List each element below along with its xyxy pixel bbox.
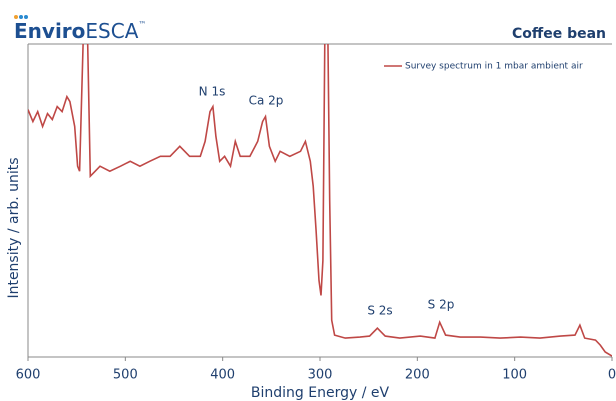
logo: EnviroESCA™ bbox=[14, 15, 146, 43]
x-tick-label: 100 bbox=[502, 368, 527, 383]
peak-annotation: S 2p bbox=[428, 298, 455, 312]
logo-dot bbox=[19, 15, 23, 19]
logo-mark: ™ bbox=[138, 20, 146, 29]
peak-annotation: N 1s bbox=[199, 85, 226, 99]
x-axis-label: Binding Energy / eV bbox=[251, 385, 390, 401]
logo-dot bbox=[14, 15, 18, 19]
x-tick-label: 300 bbox=[308, 368, 333, 383]
logo-dot bbox=[24, 15, 28, 19]
x-tick-label: 600 bbox=[16, 368, 41, 383]
legend-label: Survey spectrum in 1 mbar ambient air bbox=[405, 62, 583, 72]
x-tick-label: 500 bbox=[113, 368, 138, 383]
spectrum-line bbox=[28, 44, 612, 357]
logo-regular: ESCA bbox=[85, 19, 138, 43]
x-tick-label: 200 bbox=[405, 368, 430, 383]
y-axis-label: Intensity / arb. units bbox=[6, 157, 22, 298]
chart-title: Coffee bean bbox=[512, 26, 606, 42]
peak-annotation: S 2s bbox=[367, 304, 392, 318]
x-tick-label: 400 bbox=[210, 368, 235, 383]
logo-bold: Enviro bbox=[14, 19, 85, 43]
x-tick-label: 0 bbox=[608, 368, 616, 383]
logo-text: EnviroESCA™ bbox=[14, 19, 146, 43]
peak-annotation: Ca 2p bbox=[249, 94, 284, 108]
